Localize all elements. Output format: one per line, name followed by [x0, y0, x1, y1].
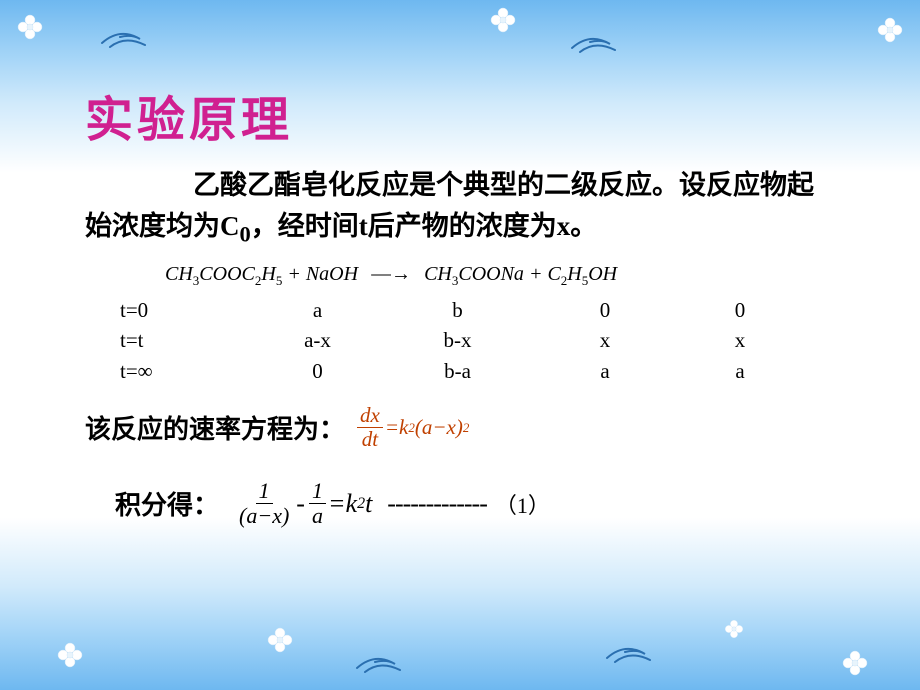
- swish-icon: [100, 25, 160, 50]
- slide-title: 实验原理: [85, 80, 835, 150]
- rate-label: 该反应的速率方程为：: [85, 409, 345, 446]
- fraction-2: 1 a: [309, 479, 326, 528]
- var-x: x: [557, 211, 571, 241]
- intro-text-2: ，经时间: [251, 211, 359, 241]
- var-t: t: [359, 211, 368, 241]
- flower-icon: [488, 5, 518, 35]
- concentration-table: t=0 a b 0 0 t=t a-x b-x x x t=∞ 0 b-a a …: [120, 295, 835, 386]
- flower-icon: [723, 618, 745, 640]
- intro-paragraph: 乙酸乙酯皂化反应是个典型的二级反应。设反应物起始浓度均为C0，经时间t后产物的浓…: [85, 165, 835, 251]
- integral-label: 积分得：: [115, 485, 219, 522]
- intro-text-3: 后产物的浓度为: [368, 211, 557, 241]
- chemical-equation: CH3COOC2H5 + NaOH ⎯⎯→ CH3COONa + C2H5OH: [165, 263, 835, 289]
- swish-icon: [570, 30, 630, 55]
- fraction-1: 1 (a−x): [236, 479, 292, 528]
- table-row: t=0 a b 0 0: [120, 295, 835, 325]
- rate-equation: dx dt =k2(a − x)2: [355, 404, 469, 451]
- integral-equation-line: 积分得： 1 (a−x) - 1 a = k2t ------------- （…: [115, 479, 835, 528]
- table-row: t=t a-x b-x x x: [120, 325, 835, 355]
- swish-icon: [355, 650, 415, 675]
- fraction-dxdt: dx dt: [357, 404, 383, 451]
- rate-equation-line: 该反应的速率方程为： dx dt =k2(a − x)2: [85, 404, 835, 451]
- equation-dashes: -------------: [387, 489, 487, 519]
- flower-icon: [265, 625, 295, 655]
- swish-icon: [605, 640, 665, 665]
- table-row: t=∞ 0 b-a a a: [120, 356, 835, 386]
- flower-icon: [840, 648, 870, 678]
- flower-icon: [875, 15, 905, 45]
- intro-text-4: 。: [570, 211, 597, 241]
- equation-number: （1）: [495, 488, 550, 520]
- integral-equation: 1 (a−x) - 1 a = k2t ------------- （1）: [234, 479, 550, 528]
- slide-content: 实验原理 乙酸乙酯皂化反应是个典型的二级反应。设反应物起始浓度均为C0，经时间t…: [85, 80, 835, 529]
- flower-icon: [55, 640, 85, 670]
- var-c0: C0: [220, 211, 251, 241]
- flower-icon: [15, 12, 45, 42]
